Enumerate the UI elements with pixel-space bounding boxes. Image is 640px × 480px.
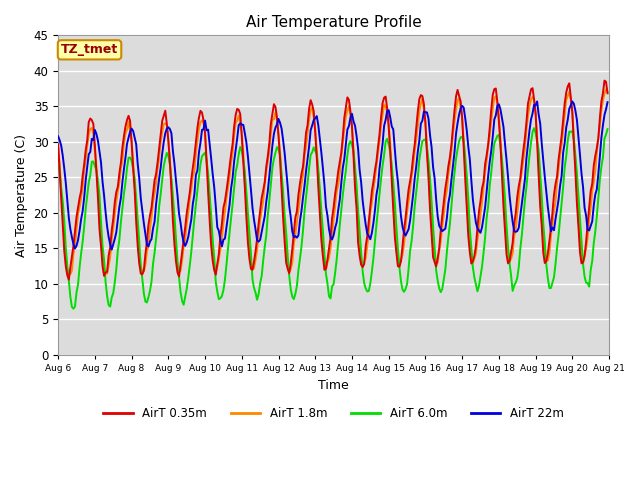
Legend: AirT 0.35m, AirT 1.8m, AirT 6.0m, AirT 22m: AirT 0.35m, AirT 1.8m, AirT 6.0m, AirT 2… <box>99 402 568 425</box>
Y-axis label: Air Temperature (C): Air Temperature (C) <box>15 133 28 257</box>
Text: TZ_tmet: TZ_tmet <box>61 43 118 56</box>
X-axis label: Time: Time <box>318 379 349 392</box>
Title: Air Temperature Profile: Air Temperature Profile <box>246 15 422 30</box>
